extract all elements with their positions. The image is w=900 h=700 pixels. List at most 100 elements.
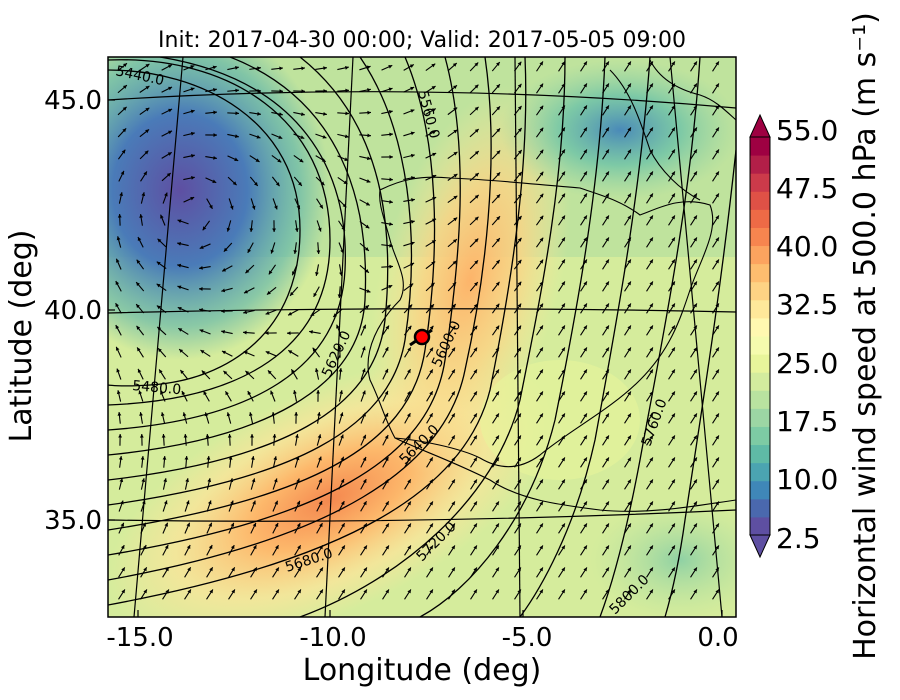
wind-arrow-head <box>583 281 587 286</box>
wind-arrow-head <box>201 370 206 375</box>
wind-arrow-head <box>256 135 261 139</box>
wind-arrow-head <box>317 434 322 439</box>
wind-arrow-head <box>270 390 274 395</box>
wind-arrow-head <box>517 259 522 264</box>
wind-arrow-head <box>389 243 393 248</box>
wind-arrow-head <box>649 391 653 396</box>
wind-arrow-head <box>453 217 458 222</box>
wind-arrow-head <box>583 369 587 374</box>
wind-arrow-head <box>671 61 675 66</box>
wind-vectors <box>115 61 720 600</box>
wind-arrow-head <box>583 193 587 198</box>
wind-arrow-head <box>115 325 120 330</box>
wind-arrow-head <box>297 589 301 594</box>
wind-arrow-head <box>605 281 609 286</box>
wind-arrow-head <box>539 325 543 330</box>
wind-arrow-head <box>339 412 344 417</box>
wind-arrow-head <box>649 545 653 550</box>
colorbar-tick-label: 55.0 <box>776 114 838 147</box>
wind-arrow-head <box>671 391 675 396</box>
wind-arrow-head <box>191 154 195 158</box>
wind-arrow-head <box>431 261 436 266</box>
wind-arrow-head <box>627 545 631 550</box>
wind-arrow-head <box>300 135 305 139</box>
wind-arrow-head <box>121 567 125 572</box>
wind-arrow-head <box>496 128 501 133</box>
wind-arrow-head <box>367 88 371 92</box>
wind-arrow-head <box>671 457 675 462</box>
wind-arrow-head <box>389 264 393 269</box>
wind-arrow-head <box>140 456 145 460</box>
wind-arrow-head <box>561 259 565 264</box>
wind-arrow-head <box>583 83 587 88</box>
wind-arrow-head <box>122 85 127 89</box>
wind-arrow-head <box>141 192 146 197</box>
wind-arrow-head <box>583 545 587 550</box>
wind-arrow-head <box>384 412 389 417</box>
wind-arrow-head <box>627 193 631 198</box>
wind-arrow-head <box>671 545 675 550</box>
wind-arrow-head <box>120 545 125 550</box>
wind-arrow-head <box>317 227 322 232</box>
wind-arrow-head <box>407 347 411 352</box>
colorbar-segment <box>750 227 770 247</box>
wind-arrow-head <box>429 567 433 572</box>
wind-arrow-head <box>409 283 414 288</box>
wind-arrow-head <box>453 195 458 200</box>
wind-arrow-head <box>230 500 234 505</box>
colorbar-tick-label: 2.5 <box>776 522 821 555</box>
wind-arrow-head <box>208 522 212 527</box>
wind-arrow-head <box>139 434 144 438</box>
wind-arrow-head <box>205 434 210 438</box>
wind-arrow-head <box>627 127 631 132</box>
wind-arrow-head <box>190 65 195 69</box>
x-tick-label: -15.0 <box>106 623 173 653</box>
wind-arrow-head <box>517 413 521 418</box>
wind-arrow-head <box>605 347 609 352</box>
wind-arrow-head <box>453 129 458 134</box>
wind-arrow-head <box>561 457 565 462</box>
wind-arrow-head <box>474 282 478 286</box>
wind-arrow-head <box>222 267 227 272</box>
wind-arrow-head <box>495 413 499 418</box>
wind-arrow-head <box>517 172 522 176</box>
colorbar-tick-label: 25.0 <box>776 347 838 380</box>
wind-arrow-head <box>230 545 235 550</box>
wind-arrow-head <box>410 131 415 136</box>
wind-arrow-head <box>451 369 455 374</box>
wind-arrow-head <box>649 347 653 352</box>
wind-arrow-head <box>583 127 587 132</box>
wind-arrow-head <box>495 303 500 308</box>
wind-arrow-head <box>627 83 631 88</box>
wind-arrow-head <box>265 351 270 355</box>
wind-arrow-head <box>539 61 543 66</box>
wind-arrow-head <box>474 106 479 111</box>
wind-arrow-head <box>429 435 433 440</box>
wind-arrow-head <box>407 589 411 594</box>
wind-arrow-head <box>186 545 191 550</box>
wind-arrow-head <box>143 567 147 572</box>
wind-arrow-head <box>539 281 544 286</box>
wind-arrow-head <box>474 216 479 221</box>
wind-arrow-head <box>671 149 675 154</box>
wind-arrow-head <box>243 310 248 315</box>
wind-arrow-head <box>265 331 269 335</box>
wind-arrow-head <box>693 567 697 572</box>
wind-arrow-head <box>179 349 184 353</box>
wind-arrow-head <box>539 303 543 308</box>
wind-arrow-head <box>495 545 499 550</box>
wind-arrow-head <box>561 369 565 374</box>
wind-arrow-head <box>474 238 479 243</box>
wind-arrow-head <box>583 501 587 506</box>
wind-arrow-head <box>627 567 631 572</box>
wind-arrow-head <box>317 412 321 416</box>
height-contours <box>108 57 736 617</box>
wind-arrow-head <box>231 589 235 594</box>
wind-arrow-head <box>231 567 235 572</box>
wind-arrow-head <box>288 311 293 316</box>
wind-arrow-head <box>247 391 252 396</box>
wind-arrow-head <box>583 457 587 462</box>
wind-arrow-head <box>539 237 544 242</box>
wind-arrow-head <box>627 281 631 286</box>
wind-arrow-head <box>319 567 323 572</box>
